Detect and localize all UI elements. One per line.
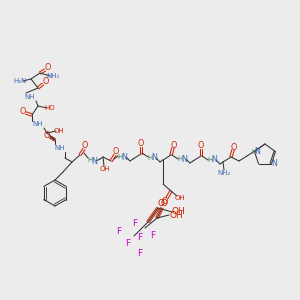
Text: OH: OH (100, 166, 110, 172)
Text: O: O (138, 140, 144, 148)
Text: O: O (158, 200, 164, 208)
Text: O: O (162, 196, 168, 206)
Text: O: O (113, 148, 119, 157)
Text: NH: NH (25, 94, 35, 100)
Text: H₂N: H₂N (13, 78, 27, 84)
Text: O: O (44, 130, 50, 140)
Text: N: N (211, 155, 217, 164)
Text: F: F (116, 226, 122, 236)
Text: F: F (125, 238, 130, 247)
Text: H: H (87, 157, 93, 163)
Text: H: H (207, 157, 213, 163)
Text: F: F (150, 232, 156, 241)
Text: O: O (45, 64, 51, 73)
Text: O: O (231, 142, 237, 152)
Text: O: O (43, 77, 49, 86)
Text: N: N (255, 147, 260, 156)
Text: F: F (137, 248, 142, 257)
Text: N: N (272, 159, 278, 168)
Text: O: O (171, 140, 177, 149)
Text: H: H (177, 156, 183, 162)
Text: N: N (121, 152, 127, 161)
Text: NH: NH (33, 121, 43, 127)
Text: N: N (91, 157, 97, 166)
Text: NH₂: NH₂ (46, 73, 60, 79)
Text: H: H (117, 154, 123, 160)
Text: OH: OH (54, 128, 64, 134)
Text: NH₂: NH₂ (217, 170, 231, 176)
Text: N: N (181, 154, 187, 164)
Text: H: H (251, 148, 256, 154)
Text: HO: HO (45, 105, 55, 111)
Text: NH: NH (55, 145, 65, 151)
Text: H: H (147, 155, 153, 161)
Text: O: O (82, 142, 88, 151)
Text: OH: OH (175, 195, 185, 201)
Text: O: O (160, 200, 167, 208)
Text: F: F (137, 233, 142, 242)
Text: O: O (20, 106, 26, 116)
Text: OH: OH (169, 211, 183, 220)
Text: N: N (151, 154, 157, 163)
Text: F: F (132, 218, 138, 227)
Text: OH: OH (171, 208, 185, 217)
Text: O: O (198, 142, 204, 151)
